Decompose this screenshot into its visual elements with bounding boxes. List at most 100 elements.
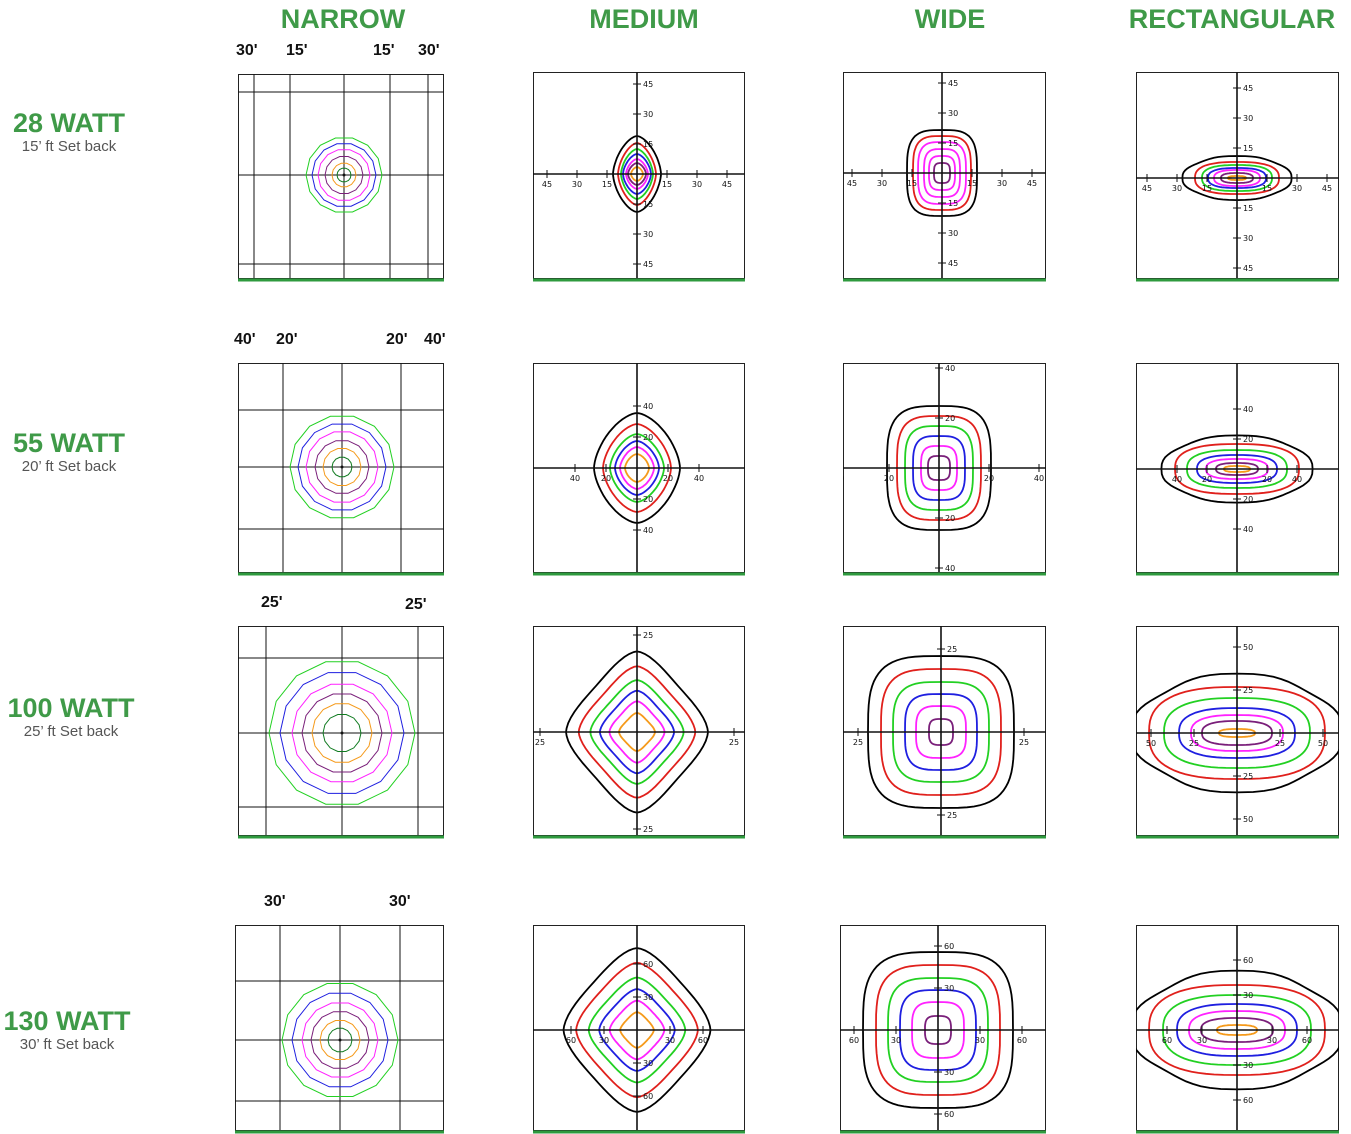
axis-tick-label: 40	[643, 402, 653, 411]
narrow-28w-isofootcandle-plot	[238, 74, 444, 282]
axis-tick-label: 50	[1146, 739, 1156, 748]
isofootcandle-contour	[291, 992, 389, 1088]
axis-tick-label: 50	[1318, 739, 1328, 748]
axis-tick-label: 45	[847, 179, 857, 188]
axis-tick-label: 30	[891, 1036, 901, 1045]
axis-tick-label: 15	[643, 140, 653, 149]
dimension-label: 25'	[261, 594, 283, 611]
plot-frame	[533, 925, 745, 1131]
axis-tick-label: 30	[948, 229, 958, 238]
axis-tick-label: 20	[601, 474, 611, 483]
narrow-55w-isofootcandle-plot	[238, 363, 444, 576]
axis-tick-label: 30	[643, 1059, 653, 1068]
isofootcandle-contour	[281, 983, 399, 1097]
axis-tick-label: 60	[1162, 1036, 1172, 1045]
column-heading-medium: MEDIUM	[589, 4, 699, 34]
axis-tick-label: 40	[694, 474, 704, 483]
axis-tick-label: 45	[1243, 84, 1253, 93]
axis-tick-label: 20	[1262, 475, 1272, 484]
axis-tick-label: 30	[877, 179, 887, 188]
axis-tick-label: 20	[1243, 495, 1253, 504]
row-label-28-watt: 28 WATT 15’ ft Set back	[0, 108, 144, 155]
axis-tick-label: 15	[1243, 204, 1253, 213]
row-label-55-watt: 55 WATT 20’ ft Set back	[0, 428, 144, 475]
axis-tick-label: 45	[948, 259, 958, 268]
axis-tick-label: 60	[944, 942, 954, 951]
axis-tick-label: 20	[643, 433, 653, 442]
axis-tick-label: 60	[1017, 1036, 1027, 1045]
axis-tick-label: 60	[698, 1036, 708, 1045]
axis-tick-label: 40	[843, 474, 844, 483]
axis-tick-label: 30	[643, 230, 653, 239]
isofootcandle-contour	[291, 683, 393, 783]
axis-tick-label: 30	[572, 180, 582, 189]
plot-frame	[843, 72, 1046, 279]
isofootcandle-contour	[336, 167, 352, 183]
axis-tick-label: 40	[945, 364, 955, 373]
axis-tick-label: 30	[1197, 1036, 1207, 1045]
axis-tick-label: 45	[643, 260, 653, 269]
isofootcandle-contour	[305, 137, 383, 213]
watt-label: 100 WATT	[7, 693, 135, 723]
setback-label: 30’ ft Set back	[19, 1036, 115, 1053]
axis-tick-label: 40	[1243, 405, 1253, 414]
axis-tick-label: 30	[1292, 184, 1302, 193]
isofootcandle-contour	[327, 1027, 353, 1053]
axis-tick-label: 45	[948, 79, 958, 88]
isofootcandle-contour	[331, 456, 353, 478]
axis-tick-label: 25	[947, 811, 957, 820]
axis-tick-label: 25	[535, 738, 545, 747]
axis-tick-label: 45	[1142, 184, 1152, 193]
dimension-label: 30'	[418, 42, 440, 59]
isofootcandle-contour	[301, 693, 383, 773]
setback-label: 25’ ft Set back	[23, 723, 119, 740]
axis-tick-label: 15	[643, 200, 653, 209]
axis-tick-label: 30	[692, 180, 702, 189]
axis-tick-label: 45	[1322, 184, 1332, 193]
axis-tick-label: 60	[944, 1110, 954, 1119]
axis-tick-label: 20	[945, 514, 955, 523]
axis-tick-label: 30	[665, 1036, 675, 1045]
isofootcandle-contour	[268, 661, 416, 805]
medium-28w-isofootcandle-plot: 45 45 45 45 30 30 30 30 15 15 15 15	[533, 72, 745, 282]
axis-tick-label: 30	[1243, 1061, 1253, 1070]
axis-tick-label: 20	[884, 474, 894, 483]
dimension-label: 20'	[276, 331, 298, 348]
dimension-label: 40'	[234, 331, 256, 348]
dimension-label: 30'	[389, 893, 411, 910]
axis-tick-label: 60	[1302, 1036, 1312, 1045]
wide-55w-isofootcandle-plot: 40 40 40 40 20 20 20 20	[843, 363, 1046, 576]
axis-tick-label: 15	[948, 139, 958, 148]
axis-tick-label: 25	[643, 631, 653, 640]
axis-tick-label: 25	[853, 738, 863, 747]
watt-label: 55 WATT	[12, 428, 125, 458]
isofootcandle-contour	[297, 423, 387, 511]
medium-130w-isofootcandle-plot: 60 60 60 60 30 30 30 30	[533, 925, 745, 1134]
axis-tick-label: 15	[967, 179, 977, 188]
axis-tick-label: 40	[570, 474, 580, 483]
wide-130w-isofootcandle-plot: 60 60 60 60 30 30 30 30	[840, 925, 1046, 1134]
axis-tick-label: 40	[1034, 474, 1044, 483]
axis-tick-label: 60	[1243, 956, 1253, 965]
isofootcandle-contour	[310, 1011, 370, 1069]
axis-tick-label: 15	[907, 179, 917, 188]
axis-tick-label: 45	[542, 180, 552, 189]
axis-tick-label: 30	[1243, 991, 1253, 1000]
axis-tick-label: 30	[1243, 234, 1253, 243]
axis-tick-label: 20	[1202, 475, 1212, 484]
axis-tick-label: 30	[643, 110, 653, 119]
row-label-100-watt: 100 WATT 25’ ft Set back	[0, 693, 146, 740]
isofootcandle-contour	[301, 1002, 379, 1078]
dimension-label: 40'	[424, 331, 446, 348]
axis-tick-label: 25	[1275, 739, 1285, 748]
fixture-point	[338, 1038, 342, 1042]
fixture-point	[340, 465, 344, 469]
isofootcandle-contour	[324, 156, 364, 194]
axis-tick-label: 30	[944, 1068, 954, 1077]
isofootcandle-contour	[322, 714, 362, 752]
axis-tick-label: 60	[849, 1036, 859, 1045]
isofootcandle-contour	[314, 440, 370, 494]
rectangular-130w-isofootcandle-plot: 60 60 60 60 30 30 30 30	[1136, 925, 1339, 1134]
column-heading-wide: WIDE	[914, 4, 986, 34]
column-heading-narrow: NARROW	[280, 4, 406, 34]
